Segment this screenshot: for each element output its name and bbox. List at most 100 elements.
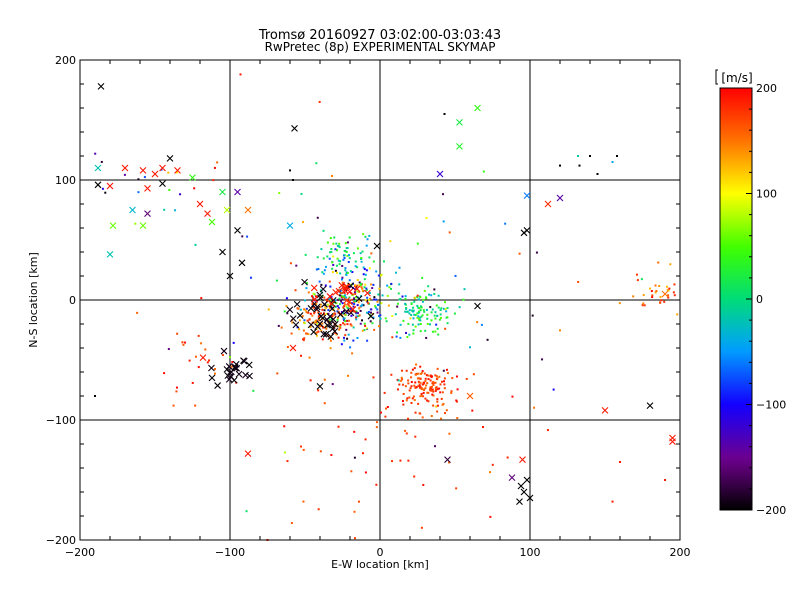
data-point	[423, 382, 426, 385]
data-point	[430, 385, 433, 388]
data-point	[365, 269, 368, 272]
data-point	[431, 330, 434, 333]
data-point	[441, 391, 444, 394]
data-point	[421, 300, 424, 303]
data-point	[175, 171, 178, 174]
data-point	[421, 416, 424, 419]
x-marker	[328, 300, 335, 308]
data-point	[676, 313, 679, 316]
data-point	[343, 249, 346, 252]
x-marker	[324, 321, 331, 329]
data-point	[405, 432, 408, 435]
data-point	[425, 308, 428, 311]
data-point	[344, 269, 347, 272]
data-point	[340, 343, 343, 346]
data-point	[363, 322, 366, 325]
data-point	[359, 284, 362, 287]
data-point	[313, 321, 316, 324]
data-point	[314, 295, 317, 298]
data-point	[334, 313, 337, 316]
data-point	[347, 254, 350, 257]
colorbar: 200 100 0 −100 −200	[715, 69, 786, 517]
data-point	[101, 187, 104, 190]
data-point	[423, 310, 426, 313]
data-point	[472, 373, 475, 376]
data-point	[426, 382, 429, 385]
x-marker	[246, 372, 253, 380]
data-point	[336, 257, 339, 260]
data-point	[446, 307, 449, 310]
data-point	[405, 399, 408, 402]
data-point	[318, 319, 321, 322]
data-point	[335, 333, 338, 336]
data-point	[424, 380, 427, 383]
data-point	[194, 355, 197, 358]
data-point	[408, 389, 411, 392]
data-point	[440, 380, 443, 383]
x-marker	[456, 119, 463, 126]
data-point	[419, 395, 422, 398]
data-point	[332, 263, 335, 266]
data-point	[439, 383, 442, 386]
data-point	[414, 325, 417, 328]
x-marker	[296, 312, 304, 319]
data-point	[323, 378, 326, 381]
data-point	[344, 289, 347, 292]
x-marker	[320, 330, 328, 338]
data-point	[275, 279, 278, 282]
data-point	[347, 333, 350, 336]
x-marker	[225, 363, 233, 370]
data-point	[296, 326, 299, 329]
data-point	[346, 271, 349, 274]
data-point	[286, 346, 289, 349]
data-point	[444, 412, 447, 415]
data-point	[366, 311, 369, 314]
data-point	[417, 317, 420, 320]
x-marker	[520, 488, 528, 496]
data-point	[104, 191, 107, 194]
x-marker	[544, 200, 552, 208]
data-point	[231, 360, 234, 363]
y-tick-label: 200	[55, 54, 76, 67]
data-point	[123, 173, 126, 176]
x-tick-label: 0	[377, 546, 384, 559]
x-marker	[106, 251, 114, 258]
data-point	[417, 306, 420, 309]
data-point	[386, 406, 389, 409]
data-point	[447, 461, 450, 464]
data-point	[361, 287, 364, 290]
data-point	[290, 522, 293, 525]
data-point	[311, 303, 314, 306]
data-point	[430, 415, 433, 418]
data-point	[402, 319, 405, 322]
x-marker	[159, 180, 166, 187]
data-point	[360, 286, 363, 289]
data-point	[375, 298, 378, 301]
data-point	[506, 456, 509, 459]
data-point	[301, 315, 304, 318]
data-point	[446, 316, 449, 319]
data-point	[380, 273, 383, 276]
x-marker	[220, 347, 228, 355]
data-point	[444, 308, 447, 311]
data-point	[338, 297, 341, 300]
data-point	[376, 311, 379, 314]
data-point	[316, 322, 319, 325]
x-axis-label: E-W location [km]	[331, 558, 429, 571]
data-point	[405, 331, 408, 334]
data-point	[330, 250, 333, 253]
x-marker	[235, 370, 243, 378]
data-point	[429, 386, 432, 389]
data-point	[317, 268, 320, 271]
data-point	[372, 316, 375, 319]
data-point	[398, 283, 401, 286]
data-point	[338, 303, 341, 306]
x-marker	[526, 494, 534, 502]
data-point	[350, 314, 353, 317]
data-point	[283, 310, 286, 313]
data-point	[353, 291, 356, 294]
data-point	[360, 260, 363, 263]
data-point	[434, 317, 437, 320]
x-marker	[208, 364, 215, 372]
x-marker	[204, 210, 211, 217]
